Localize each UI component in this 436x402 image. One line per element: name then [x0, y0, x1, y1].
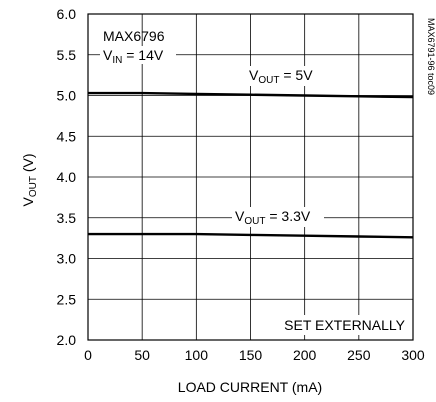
- y-tick-label: 6.0: [57, 6, 77, 22]
- x-tick-label: 50: [134, 347, 150, 363]
- annotations: MAX6796 VIN = 14V VOUT = 5V VOUT = 3.3V …: [100, 18, 436, 335]
- x-tick-label: 150: [239, 347, 263, 363]
- vin-label-bg: [100, 46, 176, 64]
- set-externally-label: SET EXTERNALLY: [284, 317, 406, 333]
- grid: [87, 13, 414, 341]
- device-label: MAX6796: [103, 28, 165, 44]
- y-tick-labels: 2.0 2.5 3.0 3.5 4.0 4.5 5.0 5.5 6.0: [57, 6, 77, 348]
- y-tick-label: 4.5: [57, 128, 77, 144]
- series-layer: [88, 91, 414, 239]
- x-tick-labels: 0 50 100 150 200 250 300: [84, 347, 425, 363]
- plot-frame: [87, 13, 414, 341]
- y-tick-label: 2.0: [57, 332, 77, 348]
- label-5v-bg: [245, 66, 317, 86]
- series-line-1: [88, 232, 414, 239]
- y-tick-label: 5.0: [57, 88, 77, 104]
- x-tick-label: 200: [293, 347, 317, 363]
- y-tick-label: 2.5: [57, 291, 77, 307]
- x-tick-label: 100: [185, 347, 209, 363]
- series-line-0: [88, 91, 414, 99]
- y-axis-label: VOUT (V): [20, 153, 39, 206]
- set-externally-bg: [283, 315, 409, 335]
- x-axis-label: LOAD CURRENT (mA): [178, 379, 322, 395]
- y-tick-label: 4.0: [57, 169, 77, 185]
- label-33v: VOUT = 3.3V: [235, 208, 311, 227]
- label-5v: VOUT = 5V: [249, 67, 313, 86]
- x-tick-label: 300: [401, 347, 425, 363]
- vin-label: VIN = 14V: [103, 47, 164, 66]
- figure-id: MAX6791-96 toc09: [426, 18, 436, 95]
- y-tick-label: 3.0: [57, 251, 77, 267]
- y-tick-label: 5.5: [57, 47, 77, 63]
- x-tick-label: 0: [84, 347, 92, 363]
- x-tick-label: 250: [347, 347, 371, 363]
- y-tick-label: 3.5: [57, 210, 77, 226]
- label-33v-bg: [232, 207, 324, 227]
